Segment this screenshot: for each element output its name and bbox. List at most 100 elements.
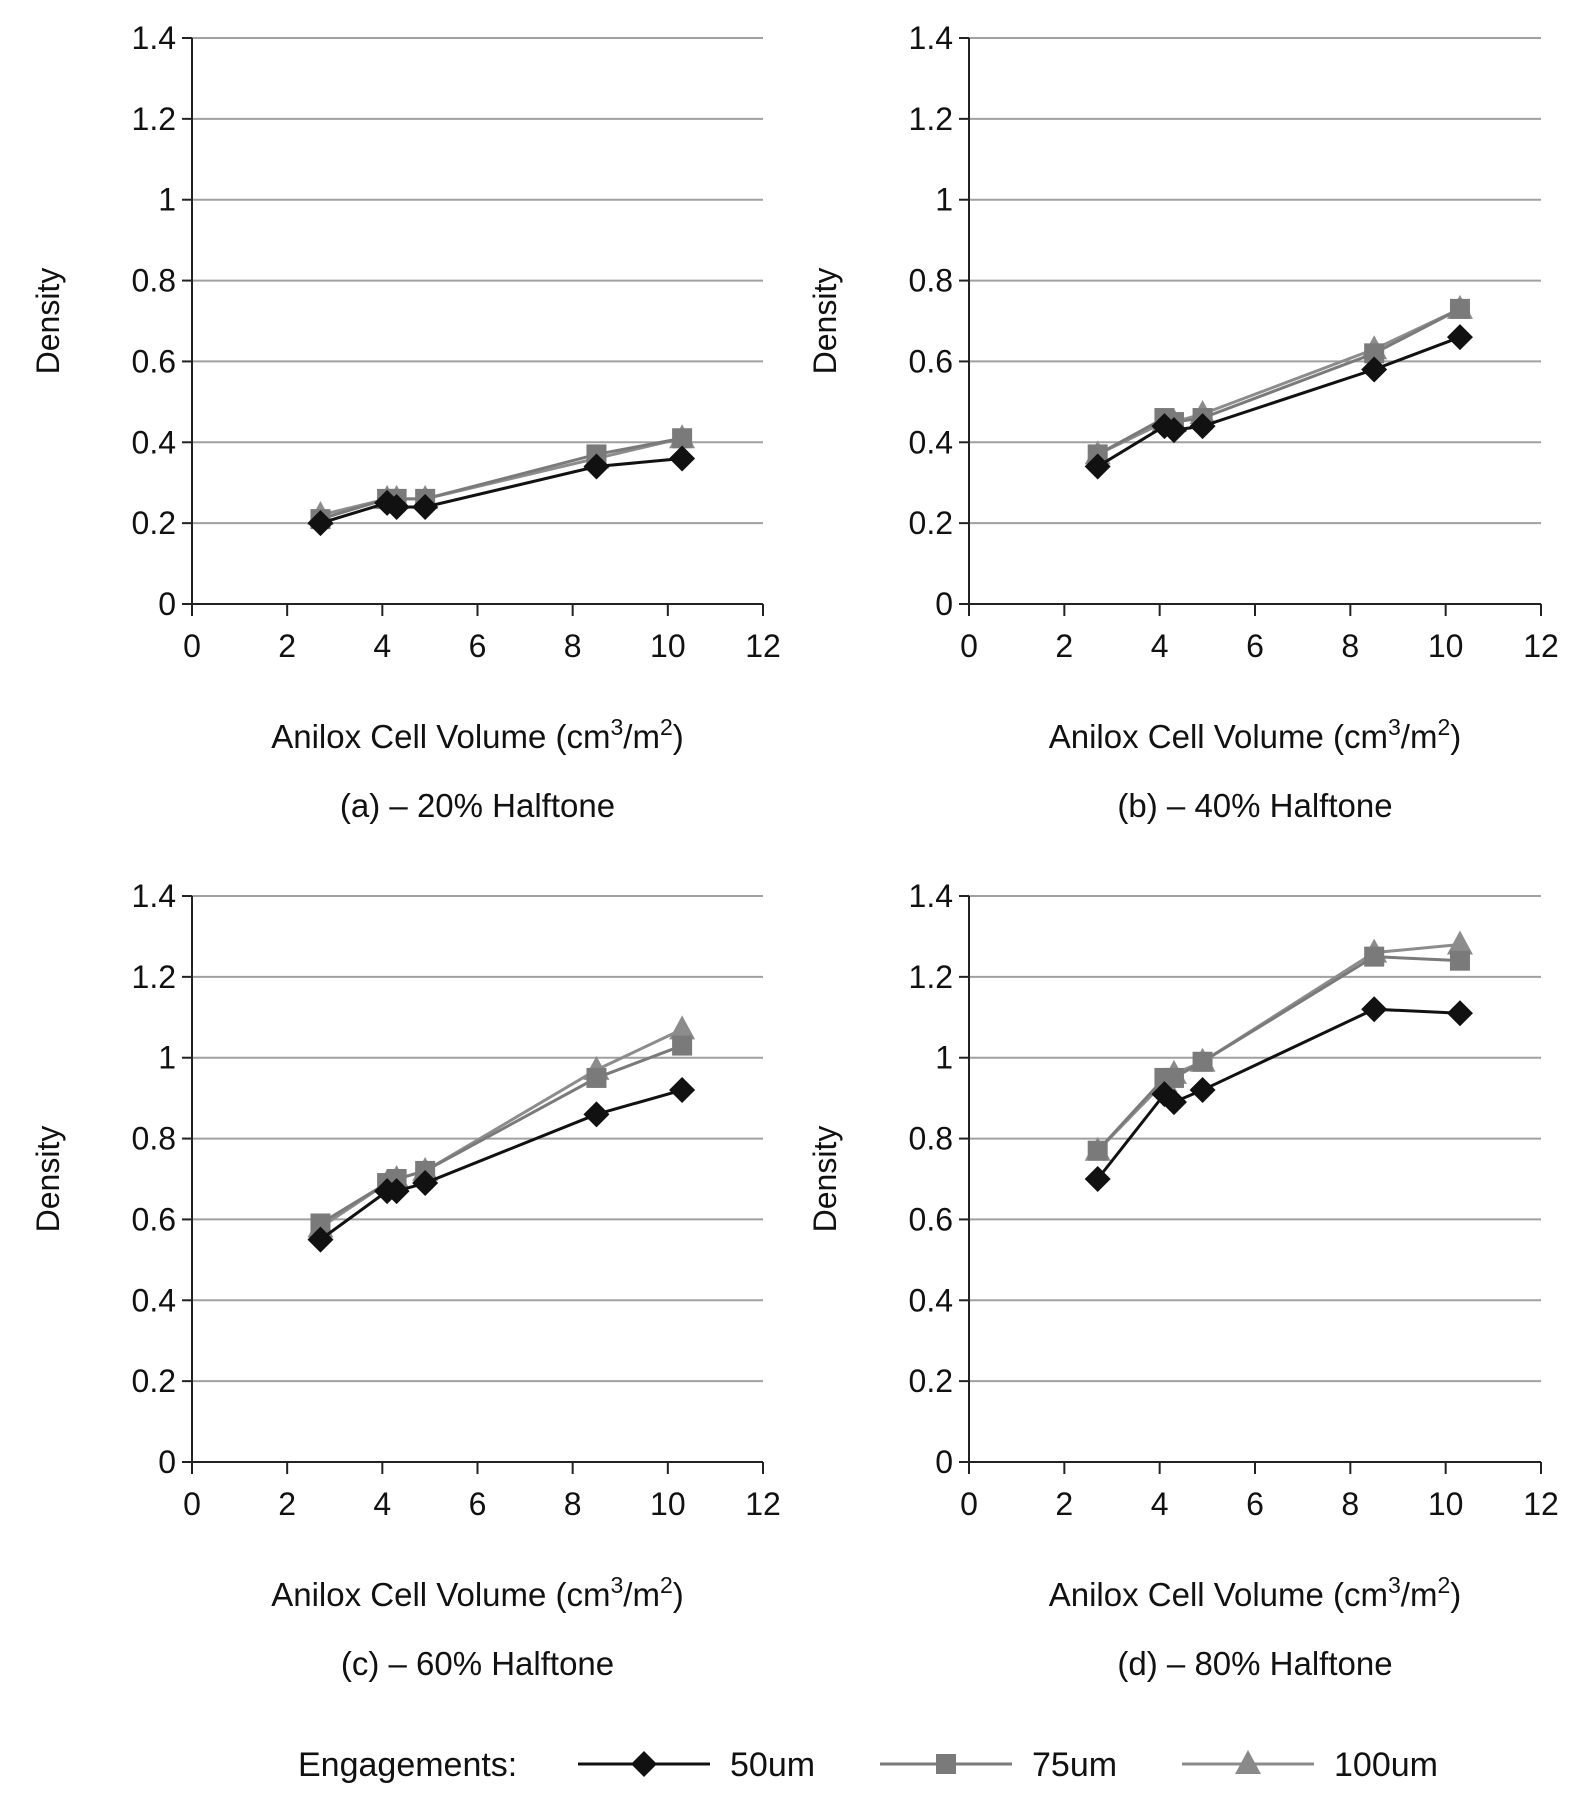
y-tick-label: 0.4 — [909, 424, 953, 460]
y-tick-label: 1 — [158, 182, 176, 218]
legend-marker — [936, 1754, 956, 1774]
panel-caption: (d) – 80% Halftone — [1117, 1645, 1392, 1682]
panel-caption: (c) – 60% Halftone — [341, 1645, 614, 1682]
series-75um — [1087, 946, 1470, 1161]
y-tick-label: 1 — [158, 1040, 176, 1076]
series-50um — [1084, 996, 1473, 1192]
data-point — [1449, 298, 1470, 319]
series-50um — [307, 1077, 696, 1253]
legend-marker — [1235, 1750, 1261, 1774]
data-point — [669, 1077, 696, 1104]
y-tick-label: 0 — [935, 1444, 953, 1480]
data-point — [383, 493, 410, 520]
y-tick-label: 0.6 — [909, 343, 953, 379]
x-axis-label-sup: 3 — [1388, 714, 1401, 740]
y-axis-label: Density — [807, 1126, 843, 1233]
x-tick-label: 4 — [1151, 628, 1169, 664]
x-tick-label: 6 — [469, 628, 487, 664]
data-point — [310, 1213, 331, 1234]
y-tick-label: 0.4 — [132, 424, 176, 460]
x-tick-label: 4 — [1151, 1486, 1169, 1522]
legend: Engagements: 50um 75um 100um — [298, 1746, 1438, 1784]
x-axis-label-sup: 2 — [660, 1572, 673, 1598]
data-point — [1189, 413, 1216, 440]
legend-label: 100um — [1334, 1746, 1438, 1784]
y-tick-label: 0.2 — [132, 1363, 176, 1399]
data-point — [1446, 1000, 1473, 1027]
y-tick-label: 0 — [158, 586, 176, 622]
y-tick-label: 0 — [158, 1444, 176, 1480]
x-tick-label: 0 — [183, 628, 201, 664]
y-tick-label: 1.4 — [909, 20, 953, 56]
y-tick-label: 0.6 — [132, 343, 176, 379]
x-axis-label-end: ) — [673, 718, 684, 755]
data-point — [1160, 417, 1187, 444]
x-axis-label-sup: 3 — [611, 1572, 624, 1598]
data-point — [383, 1178, 410, 1205]
x-axis-label-sup: 2 — [1437, 714, 1450, 740]
data-point — [1446, 930, 1473, 955]
legend-items: 50um 75um 100um — [578, 1746, 1438, 1784]
y-tick-label: 1.4 — [909, 878, 953, 914]
x-axis-label-main: Anilox Cell Volume (cm — [1049, 718, 1388, 755]
x-tick-label: 4 — [373, 628, 391, 664]
data-point — [583, 453, 610, 480]
data-point — [412, 1170, 439, 1197]
data-point — [672, 1035, 693, 1056]
data-point — [669, 1015, 696, 1040]
data-point — [307, 1226, 334, 1253]
data-point — [1087, 1140, 1108, 1161]
data-point — [669, 445, 696, 472]
data-point — [1361, 356, 1388, 383]
x-axis-label: Anilox Cell Volume (cm3/m2) — [271, 1572, 684, 1613]
x-tick-label: 2 — [278, 628, 296, 664]
x-axis-label-end: ) — [1450, 1576, 1461, 1613]
x-tick-label: 4 — [373, 1486, 391, 1522]
y-axis-label: Density — [807, 268, 843, 375]
x-tick-label: 0 — [960, 628, 978, 664]
y-tick-label: 0.6 — [909, 1201, 953, 1237]
x-axis-label-sup: 3 — [611, 714, 624, 740]
y-tick-label: 0 — [935, 586, 953, 622]
legend-item-50um: 50um — [578, 1746, 815, 1784]
x-tick-label: 6 — [1246, 628, 1264, 664]
x-axis-label-mid: /m — [1401, 1576, 1438, 1613]
y-tick-label: 1.4 — [132, 20, 176, 56]
series-50um — [1084, 324, 1473, 480]
y-tick-label: 0.8 — [132, 1121, 176, 1157]
data-point — [412, 493, 439, 520]
series-line — [1096, 335, 1461, 468]
y-tick-label: 0.8 — [909, 1121, 953, 1157]
series-line — [1096, 955, 1461, 1152]
x-tick-label: 8 — [564, 628, 582, 664]
x-tick-label: 12 — [745, 1486, 781, 1522]
x-axis-label-end: ) — [1450, 718, 1461, 755]
y-tick-label: 0.2 — [909, 505, 953, 541]
series-line — [320, 456, 683, 525]
data-point — [1446, 324, 1473, 351]
legend-label: 50um — [730, 1746, 815, 1784]
x-axis-label-sup: 3 — [1388, 1572, 1401, 1598]
y-tick-label: 1 — [935, 1040, 953, 1076]
series-line — [319, 1088, 683, 1241]
x-tick-label: 8 — [1341, 1486, 1359, 1522]
y-tick-label: 0.8 — [909, 263, 953, 299]
y-axis-label: Density — [30, 268, 66, 375]
x-axis-label-mid: /m — [1401, 718, 1438, 755]
chart-panels: 00.20.40.60.811.21.40 2 4 6 8 10 12DensityAnil… — [30, 20, 1559, 1682]
x-tick-label: 12 — [1523, 628, 1559, 664]
x-axis-label-sup: 2 — [1437, 1572, 1450, 1598]
y-tick-label: 0.8 — [132, 263, 176, 299]
chart-panel-1: 0 0.2 0.4 0.6 0.8 1 1.2 1.4 0 2 4 6 8 10 12 Density Anil… — [30, 20, 781, 824]
series-line — [319, 1044, 683, 1225]
x-axis-label-main: Anilox Cell Volume (cm — [271, 718, 610, 755]
data-point — [586, 1067, 607, 1088]
x-axis-label: Anilox Cell Volume (cm3/m2) — [1049, 1572, 1462, 1613]
x-tick-label: 10 — [650, 1486, 686, 1522]
data-point — [1189, 1077, 1216, 1104]
chart-panel-3: 0 0.2 0.4 0.6 0.8 1 1.2 1.4 0 2 4 6 8 10 12 Density Anil… — [30, 878, 781, 1682]
series-line — [1096, 943, 1461, 1152]
y-tick-label: 1.2 — [909, 959, 953, 995]
y-axis-label: Density — [30, 1126, 66, 1233]
